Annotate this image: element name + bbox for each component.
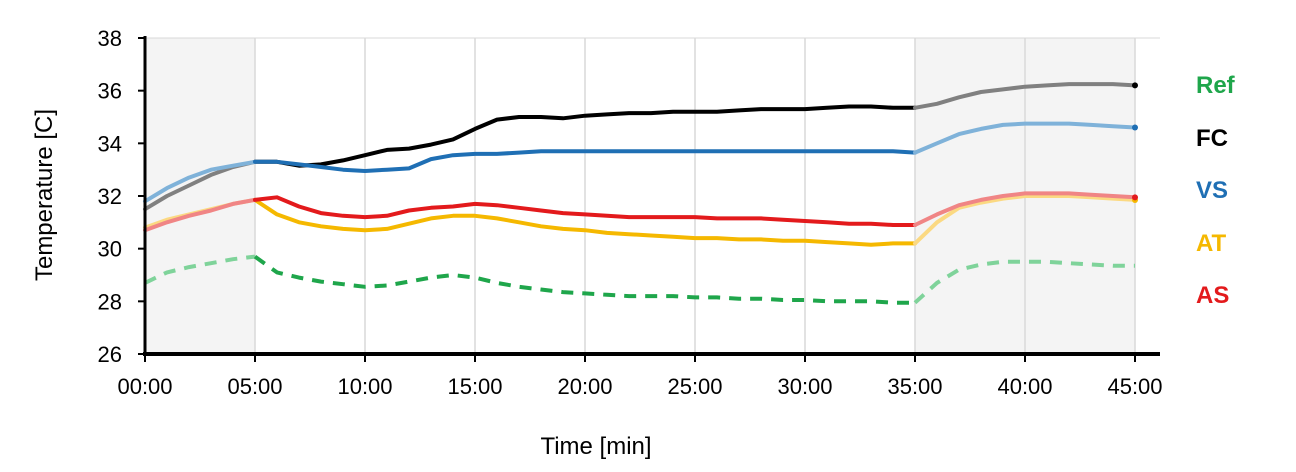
series-at-segment-1 — [253, 197, 917, 247]
series-vs-segment-0 — [143, 159, 257, 204]
series-as-segment-0 — [143, 197, 257, 233]
series-fc-segment-1 — [253, 104, 917, 168]
series-ref-segment-2 — [913, 259, 1135, 305]
y-axis-title: Temperature [C] — [31, 109, 58, 281]
series-fc-end-marker — [1132, 82, 1138, 89]
legend-item-at: AT — [1196, 230, 1227, 257]
series-lines — [143, 82, 1138, 305]
x-tick-label: 25:00 — [667, 374, 722, 399]
series-as-end-marker — [1132, 194, 1138, 201]
x-tick-label: 10:00 — [337, 374, 392, 399]
series-ref — [144, 254, 1135, 305]
y-tick-label: 38 — [98, 26, 122, 51]
x-tick-label: 45:00 — [1107, 374, 1162, 399]
shaded-region-0 — [145, 38, 255, 354]
x-tick-label: 15:00 — [447, 374, 502, 399]
y-tick-labels: 26 28 30 32 34 36 38 — [98, 26, 145, 367]
series-vs — [143, 121, 1138, 204]
series-vs-segment-2 — [913, 121, 1137, 155]
series-ref-segment-1 — [253, 254, 915, 305]
x-tick-label: 00:00 — [117, 374, 172, 399]
x-tick-label: 40:00 — [997, 374, 1052, 399]
y-tick-label: 26 — [98, 342, 122, 367]
series-fc-segment-2 — [913, 82, 1137, 110]
series-vs-segment-1 — [253, 149, 917, 173]
legend: Ref FC VS AT AS — [1196, 72, 1236, 309]
series-as — [143, 191, 1138, 233]
y-tick-label: 36 — [98, 79, 122, 104]
y-tick-label: 34 — [98, 131, 122, 156]
x-tick-label: 35:00 — [887, 374, 942, 399]
series-as-segment-1 — [253, 195, 917, 227]
series-ref-segment-0 — [144, 254, 256, 285]
legend-item-vs: VS — [1196, 177, 1228, 204]
x-axis-title: Time [min] — [540, 433, 651, 460]
x-tick-label: 20:00 — [557, 374, 612, 399]
series-vs-end-marker — [1132, 124, 1138, 131]
series-at-segment-2 — [913, 194, 1137, 246]
shaded-regions — [145, 38, 1135, 354]
series-as-segment-2 — [913, 191, 1137, 227]
legend-item-as: AS — [1196, 282, 1229, 309]
x-tick-labels: 00:00 05:00 10:00 15:00 20:00 25:00 30:00 35:00… — [117, 354, 1163, 399]
y-tick-label: 32 — [98, 184, 122, 209]
y-tick-label: 28 — [98, 289, 122, 314]
legend-item-ref: Ref — [1196, 72, 1236, 99]
x-tick-label: 30:00 — [777, 374, 832, 399]
legend-item-fc: FC — [1196, 125, 1228, 152]
x-tick-label: 05:00 — [227, 374, 282, 399]
y-tick-label: 30 — [98, 237, 122, 262]
